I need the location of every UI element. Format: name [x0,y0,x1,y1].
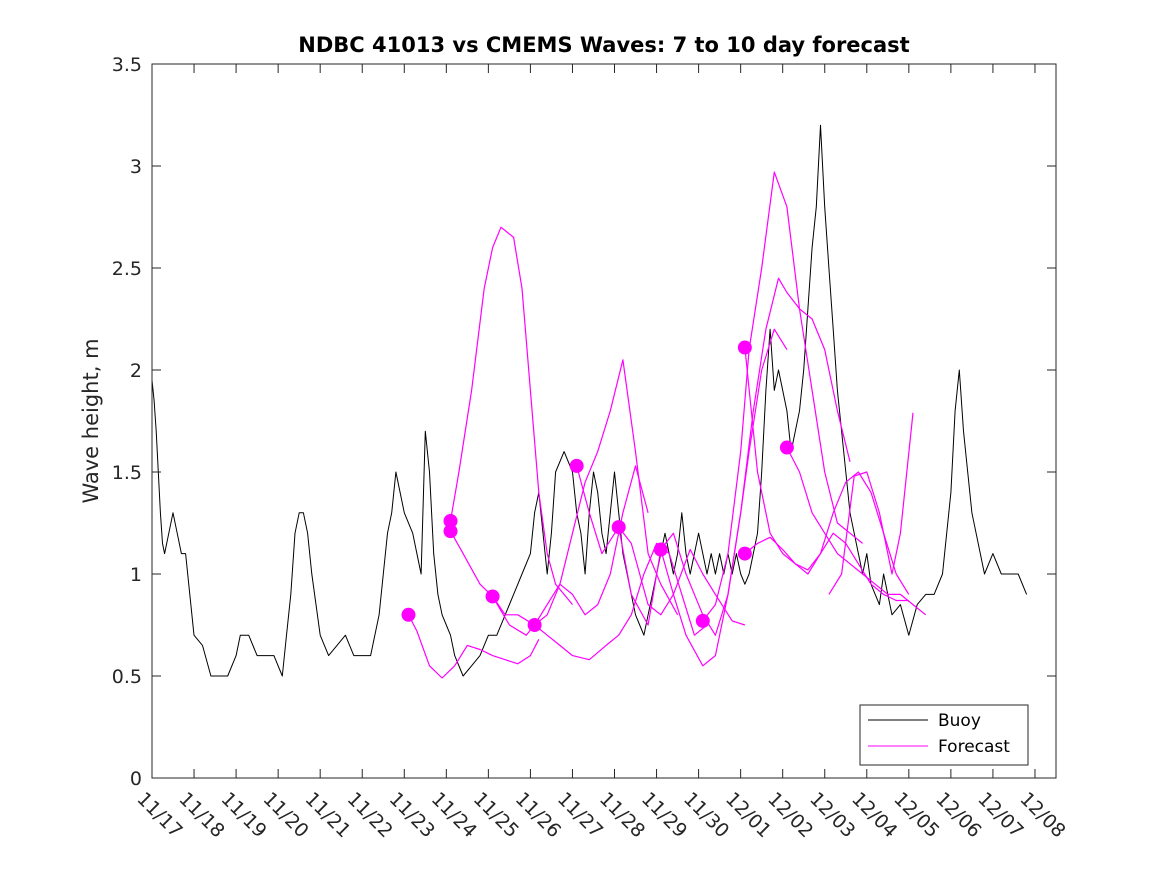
y-tick-label: 3 [130,156,142,178]
legend-box [859,704,1029,766]
forecast-series-layer [407,171,927,679]
forecast-marker-layer [401,340,794,632]
forecast-marker [443,524,458,539]
y-tick-label: 2.5 [112,258,142,280]
forecast-marker [443,513,458,528]
forecast-marker [737,546,752,561]
y-tick-label: 0 [130,768,142,790]
forecast-marker [401,607,416,622]
axes-box [151,63,1057,779]
forecast-marker [653,542,668,557]
plot-area [152,64,1056,778]
forecast-line [407,614,540,679]
forecast-marker [611,520,626,535]
legend: Buoy Forecast [859,704,1029,766]
buoy-line [151,124,1028,677]
forecast-marker [737,340,752,355]
legend-forecast-label: Forecast [938,737,1010,757]
forecast-line [786,447,927,616]
forecast-marker [485,589,500,604]
y-tick-label: 3.5 [112,54,142,76]
forecast-line [744,532,909,602]
forecast-line [828,412,914,595]
y-axis-ticks: 0 0.5 1 1.5 2 2.5 3 3.5 [112,54,1056,790]
forecast-line [618,328,788,636]
forecast-marker [779,440,794,455]
y-tick-label: 1 [130,564,142,586]
forecast-line [492,465,649,636]
y-tick-label: 1.5 [112,462,142,484]
forecast-line [576,465,746,626]
forecast-marker [527,618,542,632]
forecast-line [660,277,851,667]
forecast-marker [695,613,710,628]
forecast-marker [569,458,584,473]
forecast-line [702,171,863,622]
chart-title: NDBC 41013 vs CMEMS Waves: 7 to 10 day f… [298,33,909,57]
forecast-line [534,542,708,661]
forecast-line [449,226,573,605]
forecast-line [744,347,910,595]
legend-buoy-label: Buoy [938,711,981,731]
y-tick-label: 2 [130,360,142,382]
y-tick-label: 0.5 [112,666,142,688]
y-axis-label: Wave height, m [79,338,103,503]
buoy-series-layer [151,124,1028,677]
